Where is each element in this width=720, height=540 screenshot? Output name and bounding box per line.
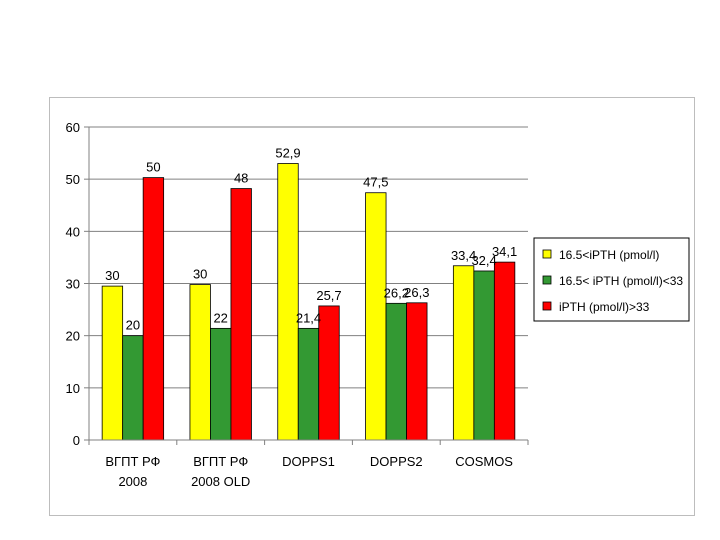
data-label: 30 [193,267,207,282]
data-label: 34,1 [492,244,517,259]
legend-entry: 16.5<iPTH (pmol/l) [559,248,659,262]
y-tick-label: 30 [66,277,80,292]
x-tick-label: DOPPS2 [370,454,423,469]
x-tick-label: 2008 [118,474,147,489]
bar [297,327,320,441]
bar [473,270,495,441]
x-tick-label: ВГПТ РФ [193,454,248,469]
legend: 16.5<iPTH (pmol/l) 16.5< iPTH (pmol/l)<33… [533,237,690,322]
legend-entry: iPTH (pmol/l)>33 [559,300,650,314]
bar [452,265,475,441]
legend-box [533,237,690,322]
data-label: 25,7 [316,288,341,303]
data-label: 50 [146,160,160,175]
chart-frame: 0 10 20 30 40 50 60 ВГПТ РФ 2008 ВГПТ РФ 2008 OLD D… [49,97,695,516]
y-tick-label: 40 [66,224,80,239]
bar [210,327,232,441]
bar [189,284,211,441]
y-tick-label: 50 [66,172,80,187]
bar [142,177,165,441]
data-label: 52,9 [275,146,300,161]
y-tick-label: 0 [73,433,80,448]
data-label: 30 [105,268,119,283]
bar [122,335,144,441]
data-label: 20 [126,318,140,333]
x-tick-label: DOPPS1 [282,454,335,469]
legend-swatch [542,275,552,285]
legend-swatch [542,249,552,259]
y-tick-label: 20 [66,329,80,344]
bar [277,163,299,441]
data-label: 33,4 [451,248,476,263]
bar [101,285,124,441]
bar-chart: 0 10 20 30 40 50 60 ВГПТ РФ 2008 ВГПТ РФ 2008 OLD D… [66,120,690,489]
bars [101,163,516,441]
bar [365,192,387,441]
axes: 0 10 20 30 40 50 60 ВГПТ РФ 2008 ВГПТ РФ 2008 OLD D… [66,120,529,489]
data-label: 48 [234,171,248,186]
data-label: 22 [213,310,227,325]
x-tick-label: 2008 OLD [191,474,250,489]
legend-swatch [542,301,552,311]
data-labels: 30 20 50 30 22 48 52,9 21,4 25,7 47,5 26,226,3 33,4… [105,146,517,333]
y-tick-label: 60 [66,120,80,135]
bar [318,305,340,441]
x-tick-label: ВГПТ РФ [105,454,160,469]
bar [385,302,407,441]
data-label: 26,2 [384,285,409,300]
x-tick-label: COSMOS [455,454,513,469]
bar [230,188,252,441]
data-label: 32,4 [471,253,496,268]
data-label: 26,3 [404,285,429,300]
legend-entry: 16.5< iPTH (pmol/l)<33 [559,274,683,288]
bar [493,261,516,441]
bar [406,302,428,441]
data-label: 21,4 [296,310,321,325]
data-label: 47,5 [363,175,388,190]
y-tick-label: 10 [66,381,80,396]
